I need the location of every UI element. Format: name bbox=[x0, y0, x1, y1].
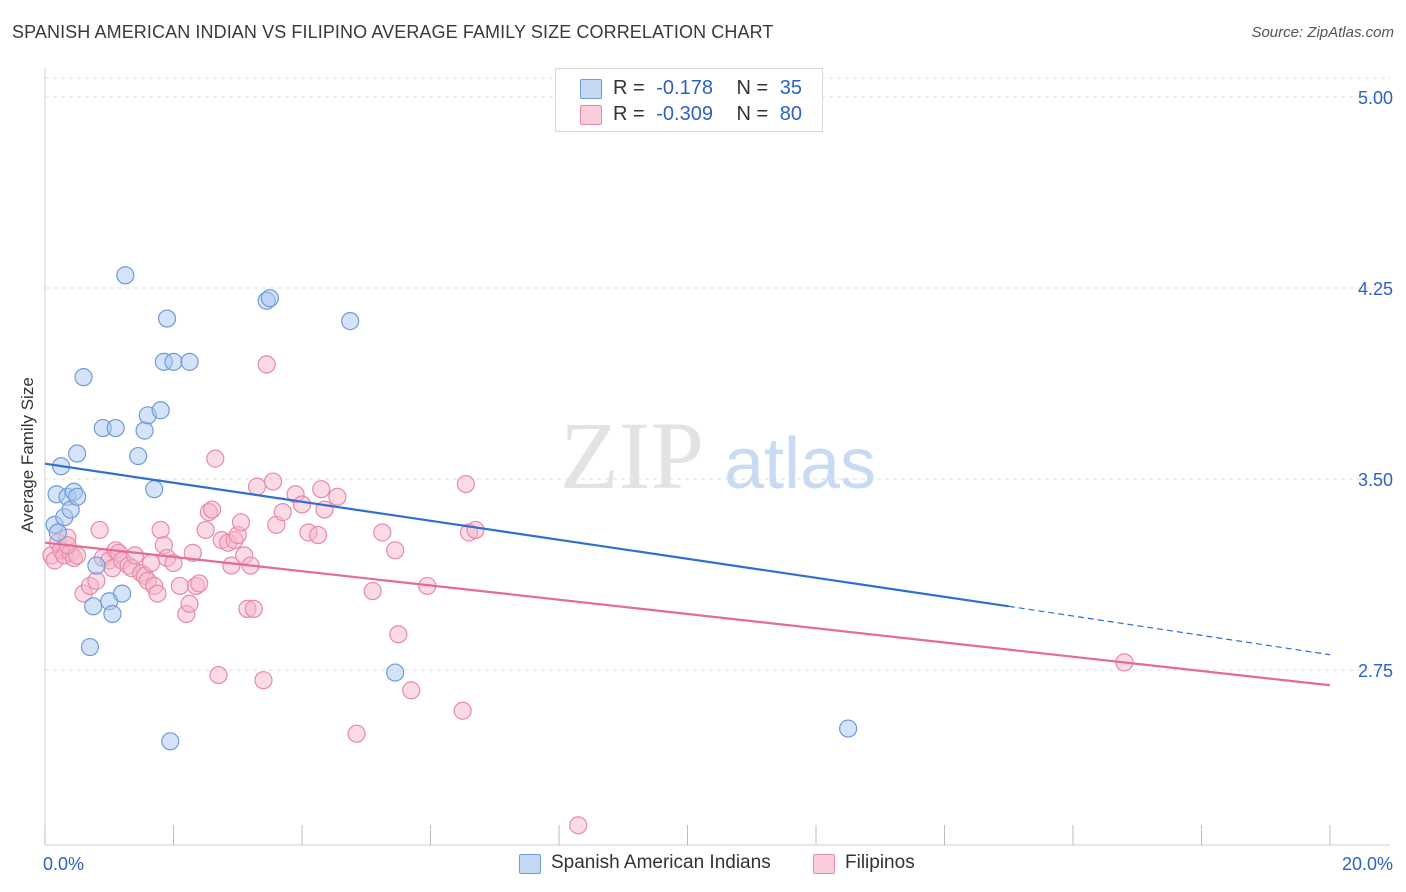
filipino-point bbox=[466, 520, 485, 540]
spanish-american-indian-point bbox=[161, 732, 180, 751]
spanish-american-indian-point bbox=[260, 289, 279, 308]
filipinos-points bbox=[42, 355, 1134, 835]
spanish-american-indian-point bbox=[103, 604, 122, 624]
filipino-point bbox=[170, 576, 190, 596]
filipino-point bbox=[231, 513, 251, 532]
legend-swatch-filipinos bbox=[813, 854, 835, 874]
filipino-point bbox=[247, 477, 267, 496]
legend-label-filipinos: Filipinos bbox=[845, 852, 915, 873]
spanish-american-indians-trend-line-extension bbox=[1008, 605, 1331, 656]
y-tick-label: 5.00 bbox=[1358, 88, 1393, 108]
trend-lines bbox=[44, 462, 1331, 687]
filipino-point bbox=[569, 816, 588, 835]
filipino-point bbox=[222, 556, 241, 575]
legend-swatch-spanish-american-indians bbox=[519, 854, 541, 874]
filipino-point bbox=[257, 355, 276, 374]
filipino-point bbox=[347, 724, 366, 743]
legend-label-spanish-american-indians: Spanish American Indians bbox=[551, 852, 771, 873]
y-tick-label: 2.75 bbox=[1358, 661, 1393, 681]
legend-pink-n-value: 80 bbox=[779, 103, 803, 125]
spanish-american-indians-trend-line bbox=[44, 462, 1009, 608]
filipino-point bbox=[209, 665, 228, 685]
correlation-legend: R = -0.178 N = 35 R = -0.309 N = 80 bbox=[555, 68, 823, 132]
filipino-point bbox=[328, 487, 347, 506]
spanish-american-indian-point bbox=[84, 597, 103, 616]
filipino-point bbox=[183, 543, 202, 562]
spanish-american-indian-point bbox=[74, 368, 93, 387]
filipino-point bbox=[308, 525, 328, 545]
y-tick-label: 4.25 bbox=[1358, 279, 1393, 299]
filipino-point bbox=[202, 500, 222, 519]
x-tick-label-start: 0.0% bbox=[43, 854, 84, 874]
spanish-american-indian-point bbox=[157, 309, 177, 328]
watermark-atlas: atlas bbox=[724, 424, 876, 504]
chart-title: SPANISH AMERICAN INDIAN VS FILIPINO AVER… bbox=[12, 22, 774, 42]
filipino-point bbox=[453, 701, 472, 720]
legend-pink-r-value: -0.309 bbox=[656, 103, 713, 125]
filipino-point bbox=[254, 671, 273, 690]
legend-blue-n-label: N = bbox=[736, 77, 769, 99]
y-axis-label: Average Family Size bbox=[18, 377, 37, 533]
series-legend: Spanish American Indians Filipinos bbox=[0, 852, 1406, 878]
legend-swatch-blue bbox=[580, 79, 602, 99]
legend-swatch-pink bbox=[580, 105, 602, 125]
filipinos-trend-line bbox=[44, 541, 1331, 687]
spanish-american-indian-point bbox=[145, 480, 164, 499]
filipino-point bbox=[90, 520, 109, 540]
filipino-point bbox=[263, 472, 283, 491]
source-label: Source: ZipAtlas.com bbox=[1251, 24, 1394, 41]
filipino-point bbox=[402, 681, 421, 700]
spanish-american-indian-point bbox=[151, 401, 170, 420]
filipino-point bbox=[164, 553, 183, 573]
filipino-point bbox=[141, 553, 161, 573]
watermark-zip: ZIP bbox=[560, 402, 704, 509]
spanish-american-indian-point bbox=[341, 312, 360, 331]
watermark: ZIP atlas bbox=[560, 402, 876, 509]
filipino-point bbox=[190, 574, 209, 593]
legend-blue-n-value: 35 bbox=[779, 77, 803, 99]
spanish-american-indian-point bbox=[68, 444, 87, 463]
filipino-point bbox=[456, 474, 475, 494]
x-tick-label-end: 20.0% bbox=[1342, 854, 1393, 874]
legend-pink-r-label: R = bbox=[613, 103, 645, 125]
filipino-point bbox=[125, 546, 145, 565]
spanish-american-indian-point bbox=[180, 352, 199, 371]
spanish-american-indian-point bbox=[839, 719, 858, 738]
y-tick-label: 3.50 bbox=[1358, 470, 1393, 490]
spanish-american-indian-point bbox=[68, 487, 87, 506]
spanish-american-indians-points bbox=[45, 266, 858, 751]
grid-layer bbox=[45, 77, 1390, 671]
legend-blue-r-label: R = bbox=[613, 77, 645, 99]
spanish-american-indian-point bbox=[386, 663, 405, 682]
spanish-american-indian-point bbox=[48, 523, 67, 542]
filipino-point bbox=[312, 480, 331, 499]
filipino-point bbox=[386, 541, 405, 560]
spanish-american-indian-point bbox=[129, 446, 148, 466]
filipino-point bbox=[196, 520, 215, 540]
filipino-point bbox=[292, 495, 312, 514]
spanish-american-indian-point bbox=[164, 352, 183, 371]
filipino-point bbox=[151, 520, 170, 540]
spanish-american-indian-point bbox=[87, 556, 106, 575]
tick-labels: 2.75 3.50 4.25 5.00 0.0% 20.0% bbox=[43, 88, 1393, 874]
spanish-american-indian-point bbox=[116, 266, 135, 285]
filipino-point bbox=[373, 523, 392, 542]
filipino-point bbox=[273, 503, 292, 522]
filipino-point bbox=[244, 599, 263, 618]
filipino-point bbox=[389, 625, 408, 644]
spanish-american-indian-point bbox=[112, 584, 132, 603]
filipino-point bbox=[148, 584, 167, 603]
spanish-american-indian-point bbox=[135, 421, 154, 440]
legend-blue-r-value: -0.178 bbox=[656, 77, 713, 99]
spanish-american-indian-point bbox=[106, 418, 125, 438]
legend-pink-n-label: N = bbox=[736, 103, 769, 125]
filipino-point bbox=[87, 571, 106, 590]
filipino-point bbox=[180, 594, 199, 613]
spanish-american-indian-point bbox=[80, 637, 100, 657]
filipino-point bbox=[206, 449, 225, 468]
filipino-point bbox=[363, 581, 382, 601]
axis-layer bbox=[44, 68, 1390, 846]
